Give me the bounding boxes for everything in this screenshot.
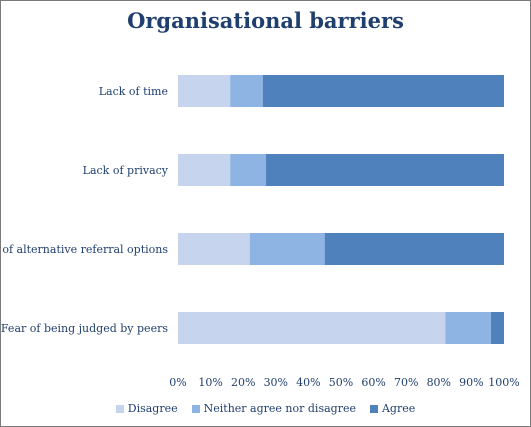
legend-label: Disagree [127, 402, 178, 415]
legend-swatch [369, 404, 378, 413]
stacked-bar-chart: Lack of time Lack of privacy Lack of alter… [0, 75, 520, 389]
x-tick-label: 40% [296, 376, 320, 389]
bar-segment-1-3 [262, 75, 504, 107]
x-tick-label: 20% [231, 376, 255, 389]
bar-segment-4-3 [490, 312, 504, 344]
bar-segment-4-1 [178, 312, 446, 344]
legend-item: Disagree [115, 402, 178, 415]
x-tick-label: 100% [488, 376, 519, 389]
legend: Disagree Neither agree nor disagree Agree [0, 402, 531, 415]
bar-segment-2-2 [230, 154, 267, 186]
legend-label: Neither agree nor disagree [203, 402, 356, 415]
bar-segment-3-2 [249, 233, 325, 265]
bar-segment-2-1 [178, 154, 231, 186]
bar-segment-1-1 [178, 75, 231, 107]
category-labels: Lack of time Lack of privacy Lack of alter… [0, 85, 169, 335]
category-label: Lack of time [99, 85, 168, 98]
category-label: Lack of privacy [83, 164, 169, 177]
category-label: Fear of being judged by peers [1, 322, 168, 335]
bar-segment-3-3 [324, 233, 504, 265]
x-tick-label: 90% [459, 376, 483, 389]
x-axis-ticks: 0% 10% 20% 30% 40% 50% 60% 70% 80% 90% 100% [169, 376, 519, 389]
legend-item: Agree [369, 402, 416, 415]
bar-segment-2-3 [266, 154, 504, 186]
category-label: Lack of alternative referral options [0, 243, 168, 256]
x-tick-label: 0% [169, 376, 186, 389]
bar-segment-3-1 [178, 233, 250, 265]
chart-title: Organisational barriers [127, 8, 404, 33]
legend-swatch [115, 404, 124, 413]
legend-swatch [191, 404, 200, 413]
x-tick-label: 50% [329, 376, 353, 389]
bars-group [178, 75, 504, 344]
x-tick-label: 10% [198, 376, 222, 389]
bar-segment-4-2 [445, 312, 491, 344]
x-tick-label: 70% [394, 376, 418, 389]
bar-segment-1-2 [230, 75, 263, 107]
x-tick-label: 60% [361, 376, 385, 389]
x-tick-label: 80% [427, 376, 451, 389]
legend-item: Neither agree nor disagree [191, 402, 356, 415]
legend-label: Agree [381, 402, 416, 415]
x-tick-label: 30% [264, 376, 288, 389]
